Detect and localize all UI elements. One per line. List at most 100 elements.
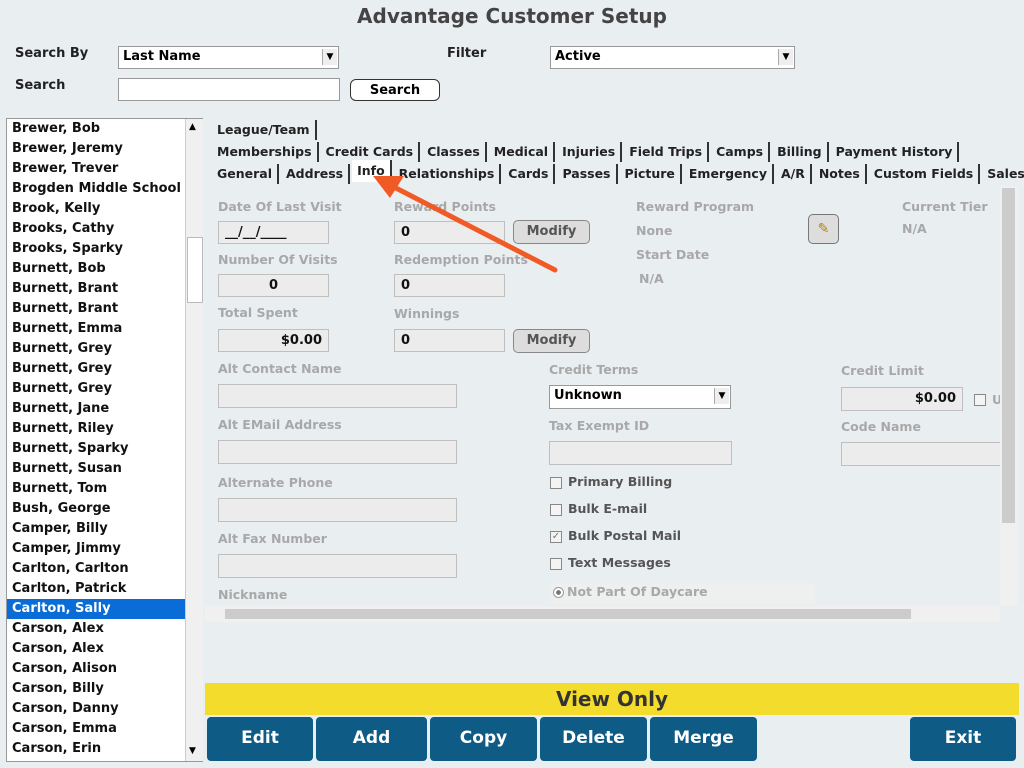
tab[interactable]: Emergency [683,164,774,184]
list-item[interactable]: Burnett, Grey [12,361,112,376]
edit-icon-button[interactable]: ✎ [808,214,839,244]
list-item[interactable]: Carson, Billy [12,681,104,696]
tab[interactable]: Classes [422,142,487,162]
tab[interactable]: Injuries [557,142,623,162]
list-item[interactable]: Carson, Alex [12,641,104,656]
checkbox[interactable] [550,477,562,489]
text-field[interactable] [218,554,457,578]
redemption-field[interactable]: 0 [394,274,505,297]
list-item[interactable]: Carson, Emma [12,721,117,736]
field-label: Number Of Visits [218,252,338,267]
panel-scrollbar[interactable] [1000,186,1018,606]
list-item[interactable]: Burnett, Sparky [12,441,129,456]
list-item[interactable]: Carlton, Sally [7,599,186,619]
action-button[interactable]: Delete [540,717,647,761]
list-item[interactable]: Brooks, Cathy [12,221,115,236]
checkbox[interactable] [550,504,562,516]
filter-value: Active [555,49,601,64]
checkbox[interactable] [550,558,562,570]
list-item[interactable]: Bush, George [12,501,111,516]
list-item[interactable]: Carson, Erin [12,741,102,756]
list-item[interactable]: Burnett, Brant [12,281,119,296]
list-item[interactable]: Burnett, Bob [12,261,106,276]
search-by-select[interactable]: Last Name ▼ [118,46,339,69]
visits-field[interactable]: 0 [218,274,329,297]
list-item[interactable]: Brogden Middle School [12,181,181,196]
tab[interactable]: Field Trips [624,142,710,162]
text-field[interactable] [549,441,732,465]
action-button[interactable]: Add [316,717,427,761]
list-item[interactable]: Brewer, Jeremy [12,141,123,156]
reward-points-field[interactable]: 0 [394,221,505,244]
tab[interactable]: Passes [557,164,618,184]
action-button[interactable]: Exit [910,717,1016,761]
list-item[interactable]: Brewer, Bob [12,121,101,136]
credit-limit-field[interactable]: $0.00 [841,387,963,411]
scroll-thumb [187,237,203,303]
winnings-field[interactable]: 0 [394,329,505,352]
list-item[interactable]: Burnett, Grey [12,381,112,396]
field-label: Reward Points [394,199,496,214]
tab[interactable]: League/Team [212,120,317,140]
list-item[interactable]: Carlton, Patrick [12,581,127,596]
date-field[interactable]: __/__/____ [218,221,329,244]
action-button[interactable]: Copy [430,717,537,761]
tab[interactable]: Relationships [393,164,502,184]
action-button[interactable]: Edit [207,717,313,761]
tab[interactable]: Credit Cards [320,142,421,162]
list-item[interactable]: Burnett, Grey [12,341,112,356]
checkbox[interactable]: ✓ [550,531,562,543]
list-item[interactable]: Carson, Danny [12,701,119,716]
list-item[interactable]: Burnett, Emma [12,321,123,336]
field-label: Alt Fax Number [218,531,327,546]
search-button[interactable]: Search [350,79,440,101]
list-item[interactable]: Burnett, Tom [12,481,108,496]
text-field[interactable] [841,442,1000,466]
field-label: Winnings [394,306,460,321]
list-item[interactable]: Camper, Jimmy [12,541,121,556]
list-item[interactable]: Camper, Billy [12,521,108,536]
tab[interactable]: Address [281,164,351,184]
text-field[interactable] [218,498,457,522]
tab[interactable]: Notes [813,164,867,184]
tab[interactable]: General [212,164,279,184]
radio-button[interactable] [553,587,564,598]
tab[interactable]: Medical [488,142,556,162]
filter-select[interactable]: Active ▼ [550,46,795,69]
tab[interactable]: Memberships [212,142,319,162]
text-field[interactable] [218,384,457,408]
tab[interactable]: Billing [772,142,829,162]
tab[interactable]: Info [352,160,392,182]
tab[interactable]: A/R [775,164,812,184]
tab[interactable]: Custom Fields [868,164,981,184]
field-label: Credit Limit [841,363,924,378]
tab[interactable]: Picture [619,164,682,184]
list-item[interactable]: Brooks, Sparky [12,241,124,256]
tab[interactable]: Sales [982,164,1024,184]
list-item[interactable]: Burnett, Brant [12,301,119,316]
list-item[interactable]: Carson, Alex [12,621,104,636]
list-item[interactable]: Burnett, Susan [12,461,122,476]
tab[interactable]: Payment History [830,142,960,162]
total-spent-field[interactable]: $0.00 [218,329,329,352]
modify-button[interactable]: Modify [513,220,590,244]
text-field[interactable] [218,440,457,464]
credit-terms-select[interactable]: Unknown ▼ [549,385,731,409]
list-item[interactable]: Brook, Kelly [12,201,101,216]
list-item[interactable]: Carson, Alison [12,661,118,676]
search-by-value: Last Name [123,49,201,64]
panel-hscrollbar[interactable] [205,606,1000,622]
tab[interactable]: Cards [503,164,556,184]
action-button[interactable]: Merge [650,717,757,761]
checkbox-label: Bulk E-mail [568,501,648,516]
modify-button[interactable]: Modify [513,329,590,353]
search-input[interactable] [118,78,340,101]
list-item[interactable]: Burnett, Riley [12,421,114,436]
tab[interactable]: Camps [711,142,771,162]
checkbox-label: Bulk Postal Mail [568,528,682,543]
list-item[interactable]: Brewer, Trever [12,161,119,176]
list-scrollbar[interactable]: ▲ ▼ [185,119,203,761]
list-item[interactable]: Carlton, Carlton [12,561,129,576]
checkbox[interactable] [974,394,986,406]
list-item[interactable]: Burnett, Jane [12,401,110,416]
